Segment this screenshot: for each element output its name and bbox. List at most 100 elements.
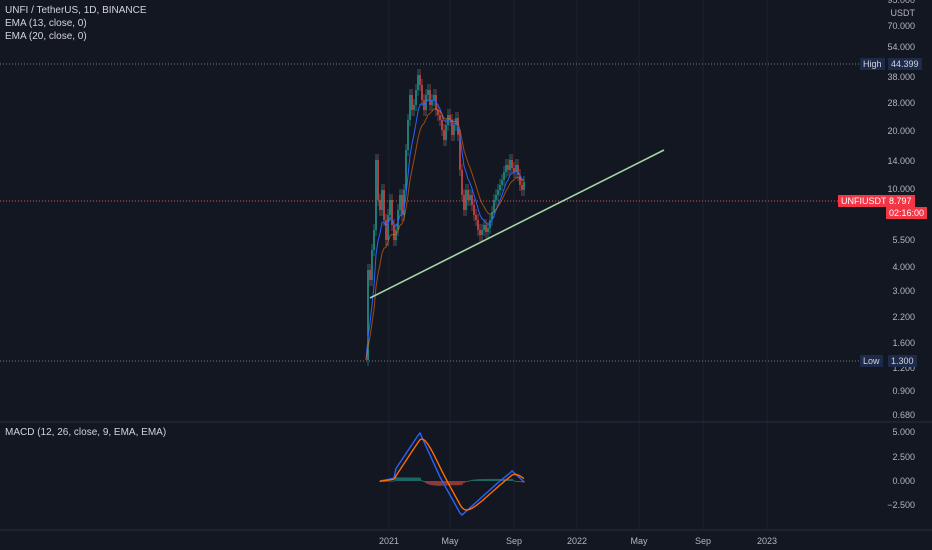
macd-tick: 5.000 xyxy=(892,427,915,437)
price-tick: 14.000 xyxy=(887,156,915,166)
macd-histogram-bar xyxy=(491,478,493,481)
macd-histogram-bar xyxy=(455,481,457,486)
macd-histogram-bar xyxy=(391,480,393,482)
macd-histogram-bar xyxy=(445,481,447,486)
time-tick: May xyxy=(630,536,648,546)
macd-signal-line xyxy=(379,438,525,511)
macd-histogram-bar xyxy=(517,481,519,482)
time-tick: Sep xyxy=(505,536,523,546)
price-tick: 2.200 xyxy=(892,312,915,322)
macd-histogram-bar xyxy=(475,479,477,481)
macd-histogram-bar xyxy=(519,481,521,483)
macd-histogram-bar xyxy=(433,481,435,486)
macd-histogram-bar xyxy=(513,480,515,482)
macd-histogram-bar xyxy=(459,481,461,486)
price-tick: 5.500 xyxy=(892,235,915,245)
macd-histogram-bar xyxy=(379,481,381,482)
macd-histogram-bar xyxy=(471,479,473,481)
macd-histogram-bar xyxy=(399,477,401,481)
macd-histogram-bar xyxy=(417,477,419,481)
high-label-tag: High xyxy=(860,58,885,70)
trendline xyxy=(369,149,665,299)
chart-title[interactable]: UNFI / TetherUS, 1D, BINANCE xyxy=(5,5,147,16)
high-value-tag: 44.399 xyxy=(888,58,922,70)
macd-line xyxy=(379,431,525,516)
countdown-tag: 02:16:00 xyxy=(886,207,928,219)
macd-histogram-bar xyxy=(521,481,523,483)
macd-histogram-bar xyxy=(413,477,415,481)
grid xyxy=(388,0,768,530)
macd-histogram-bar xyxy=(397,477,399,481)
macd-histogram-bar xyxy=(463,481,465,483)
last-price-tag: 8.797 xyxy=(886,195,915,207)
price-tick: 3.000 xyxy=(892,286,915,296)
macd-histogram-bar xyxy=(489,478,491,481)
macd-histogram-bar xyxy=(493,478,495,481)
macd-histogram-bar xyxy=(415,477,417,481)
ema20-line xyxy=(365,108,525,361)
macd-histogram-bar xyxy=(503,479,505,481)
ema20-legend[interactable]: EMA (20, close, 0) xyxy=(5,31,87,42)
macd-histogram-bar xyxy=(477,479,479,481)
price-tick: 20.000 xyxy=(887,126,915,136)
candles xyxy=(367,69,525,366)
macd-histogram-bar xyxy=(515,481,517,482)
macd-legend[interactable]: MACD (12, 26, close, 9, EMA, EMA) xyxy=(5,427,167,438)
price-tick: 10.000 xyxy=(887,184,915,194)
macd-histogram-bar xyxy=(483,479,485,481)
price-tick: 38.000 xyxy=(887,72,915,82)
price-tick: 28.000 xyxy=(887,98,915,108)
macd-histogram-bar xyxy=(507,479,509,481)
price-tick: 0.900 xyxy=(892,386,915,396)
macd-histogram xyxy=(379,477,525,486)
macd-histogram-bar xyxy=(487,478,489,481)
macd-histogram-bar xyxy=(387,480,389,482)
macd-histogram-bar xyxy=(441,481,443,486)
time-tick: 2021 xyxy=(378,536,400,546)
symbol-price-tag: UNFIUSDT xyxy=(838,195,890,207)
low-label-tag: Low xyxy=(860,355,883,367)
macd-histogram-bar xyxy=(439,481,441,486)
ema13-legend[interactable]: EMA (13, close, 0) xyxy=(5,18,87,29)
price-tick: 70.000 xyxy=(887,21,915,31)
macd-tick: −2.500 xyxy=(887,500,915,510)
macd-histogram-bar xyxy=(431,481,433,486)
macd-histogram-bar xyxy=(449,481,451,486)
macd-histogram-bar xyxy=(389,480,391,482)
macd-histogram-bar xyxy=(403,477,405,481)
macd-histogram-bar xyxy=(479,479,481,481)
macd-histogram-bar xyxy=(401,477,403,481)
time-tick: May xyxy=(441,536,459,546)
macd-histogram-bar xyxy=(499,478,501,481)
macd-tick: 2.500 xyxy=(892,452,915,462)
macd-histogram-bar xyxy=(393,480,395,482)
macd-histogram-bar xyxy=(407,477,409,481)
macd-histogram-bar xyxy=(409,477,411,481)
price-tick: 1.200 xyxy=(892,363,915,373)
macd-histogram-bar xyxy=(457,481,459,486)
macd-histogram-bar xyxy=(461,481,463,485)
macd-histogram-bar xyxy=(523,481,525,483)
macd-histogram-bar xyxy=(495,478,497,481)
macd-histogram-bar xyxy=(421,480,423,482)
macd-histogram-bar xyxy=(411,477,413,481)
macd-histogram-bar xyxy=(473,479,475,481)
macd-histogram-bar xyxy=(405,477,407,481)
macd-histogram-bar xyxy=(481,479,483,481)
macd-histogram-bar xyxy=(385,480,387,482)
macd-histogram-bar xyxy=(419,477,421,481)
time-tick: Sep xyxy=(694,536,712,546)
time-tick: 2023 xyxy=(756,536,778,546)
macd-histogram-bar xyxy=(469,480,471,482)
price-tick: 0.680 xyxy=(892,410,915,420)
price-tick: 54.000 xyxy=(887,42,915,52)
macd-histogram-bar xyxy=(395,477,397,481)
macd-histogram-bar xyxy=(465,481,467,482)
macd-histogram-bar xyxy=(425,481,427,484)
price-tick: 1.600 xyxy=(892,338,915,348)
macd-tick: 0.000 xyxy=(892,476,915,486)
macd-histogram-bar xyxy=(485,478,487,481)
low-value-tag: 1.300 xyxy=(888,355,917,367)
macd-histogram-bar xyxy=(427,481,429,485)
